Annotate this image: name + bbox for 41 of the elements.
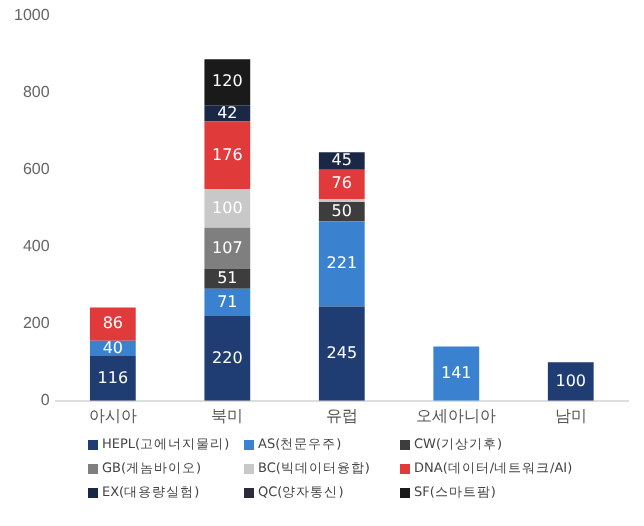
data-label: 76 (331, 174, 352, 193)
data-label: 221 (326, 254, 358, 273)
data-label: 40 (102, 338, 124, 357)
y-tick-label: 400 (22, 237, 51, 256)
data-label: 50 (331, 201, 352, 220)
data-label: 176 (212, 145, 243, 164)
data-label: 107 (212, 238, 243, 257)
bar (204, 316, 251, 401)
bar (433, 346, 480, 401)
x-tick-label: 유럽 (325, 406, 358, 425)
y-tick-label: 0 (40, 391, 51, 410)
bar (318, 169, 365, 199)
x-tick-label: 남미 (554, 406, 587, 425)
data-label: 220 (212, 348, 243, 367)
data-label: 45 (331, 151, 352, 170)
data-label: 120 (212, 72, 243, 91)
y-tick-label: 600 (22, 160, 51, 179)
data-label: 86 (102, 314, 124, 333)
data-label: 116 (97, 368, 129, 387)
data-label: 51 (217, 269, 238, 288)
bar (89, 356, 136, 401)
data-label: 141 (441, 363, 472, 382)
bar (204, 121, 251, 190)
y-tick-label: 200 (22, 314, 51, 333)
y-tick-label: 800 (22, 83, 51, 102)
bar (89, 307, 136, 341)
x-tick-label: 북미 (211, 406, 244, 425)
x-tick-label: 오세아니아 (416, 406, 497, 425)
data-label: 42 (217, 103, 238, 122)
bar (204, 227, 251, 270)
bar (204, 288, 251, 317)
bar (204, 105, 251, 122)
bar (318, 306, 365, 401)
bar (318, 221, 365, 307)
y-tick-label: 1000 (14, 6, 51, 25)
bar (204, 189, 251, 228)
bar (204, 59, 251, 106)
data-label: 245 (326, 343, 358, 362)
x-tick-label: 아시아 (88, 406, 137, 425)
data-label: 71 (217, 292, 238, 311)
data-label: 100 (555, 371, 587, 390)
